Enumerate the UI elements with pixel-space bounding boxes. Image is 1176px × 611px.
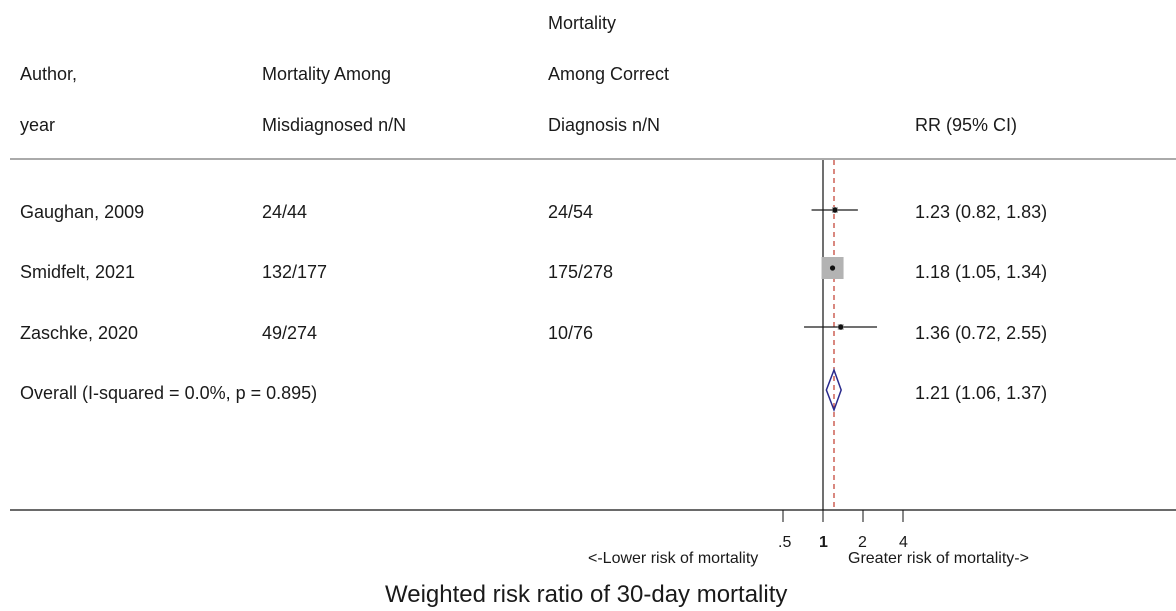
header-correct-line3: Diagnosis n/N <box>548 115 661 135</box>
row-rr-smidfelt: 1.18 (1.05, 1.34) <box>915 262 1048 282</box>
row-rr-gaughan: 1.23 (0.82, 1.83) <box>915 202 1048 222</box>
header-correct-line2: Among Correct <box>548 64 670 84</box>
row-study-overall: Overall (I-squared = 0.0%, p = 0.895) <box>20 383 318 403</box>
point-estimate-zaschke <box>838 324 844 330</box>
axis-tick-label-0: .5 <box>778 534 792 551</box>
header-correct-line1: Mortality <box>548 13 617 33</box>
header-author-line1: Author, <box>20 64 78 84</box>
row-misdiagnosed-gaughan: 24/44 <box>262 202 308 222</box>
row-correct-smidfelt: 175/278 <box>548 262 614 282</box>
row-misdiagnosed-smidfelt: 132/177 <box>262 262 328 282</box>
axis-left-label: <-Lower risk of mortality <box>588 550 759 567</box>
row-study-gaughan: Gaughan, 2009 <box>20 202 145 222</box>
axis-right-label: Greater risk of mortality-> <box>848 550 1029 567</box>
axis-tick-label-3: 4 <box>899 534 908 551</box>
row-study-zaschke: Zaschke, 2020 <box>20 323 139 343</box>
axis-tick-label-2: 2 <box>858 534 867 551</box>
header-rr: RR (95% CI) <box>915 115 1018 135</box>
overall-diamond <box>825 367 842 413</box>
header-misdiagnosed-line1: Mortality Among <box>262 64 392 84</box>
point-estimate-gaughan <box>832 207 838 213</box>
row-rr-zaschke: 1.36 (0.72, 2.55) <box>915 323 1048 343</box>
row-study-smidfelt: Smidfelt, 2021 <box>20 262 136 282</box>
row-misdiagnosed-zaschke: 49/274 <box>262 323 318 343</box>
row-correct-zaschke: 10/76 <box>548 323 594 343</box>
row-rr-overall: 1.21 (1.06, 1.37) <box>915 383 1048 403</box>
point-estimate-smidfelt <box>829 265 836 271</box>
header-misdiagnosed-line2: Misdiagnosed n/N <box>262 115 407 135</box>
axis-tick-label-1: 1 <box>819 534 828 551</box>
row-correct-gaughan: 24/54 <box>548 202 594 222</box>
axis-title: Weighted risk ratio of 30-day mortality <box>385 581 788 608</box>
header-author-line2: year <box>20 115 56 135</box>
